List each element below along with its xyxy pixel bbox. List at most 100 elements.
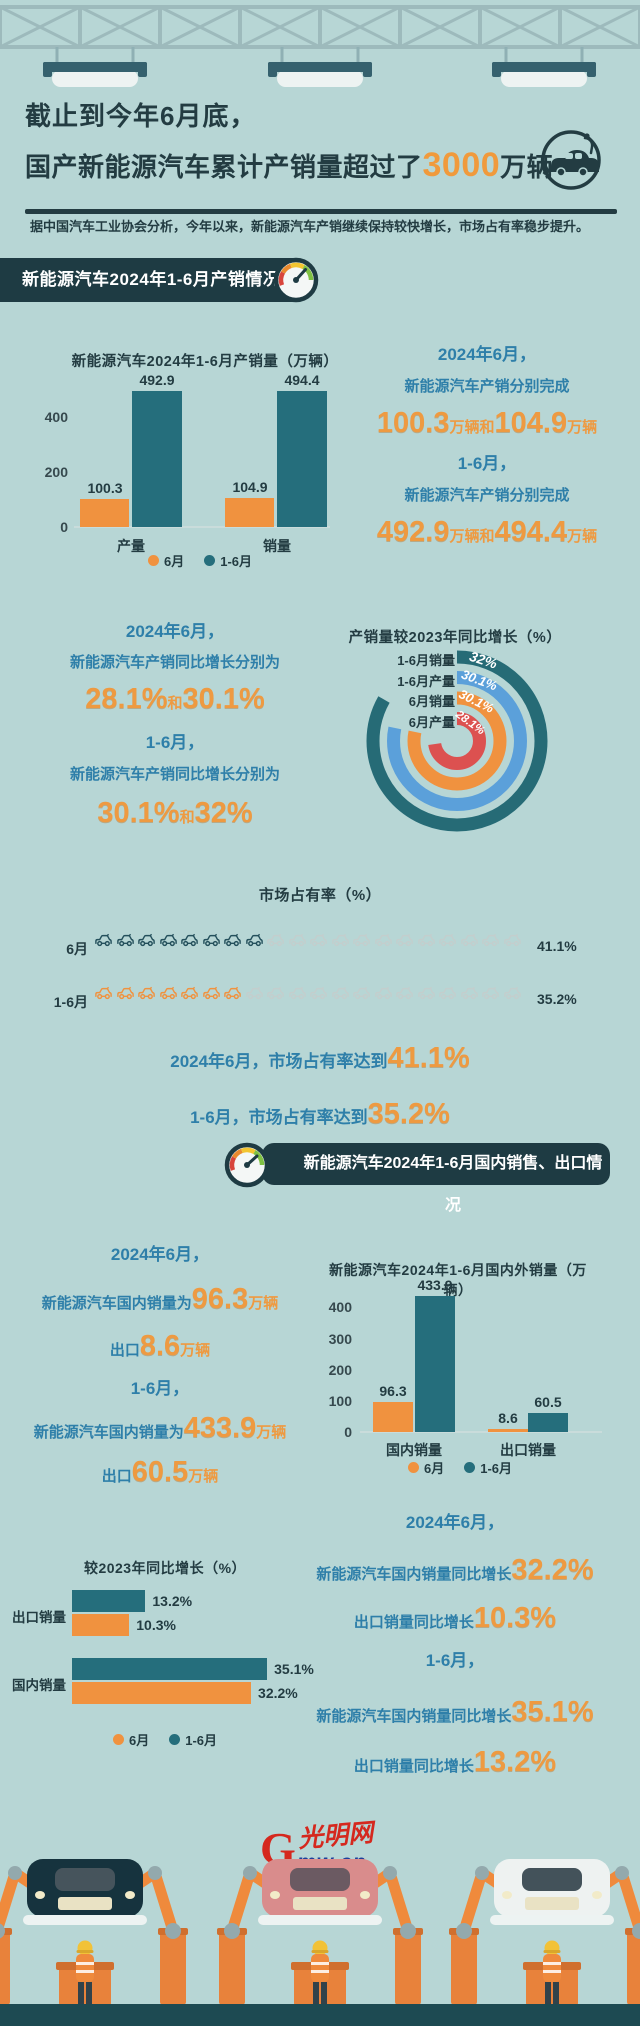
bar-june-production — [80, 499, 129, 527]
stat-line: 出口销量同比增长10.3% — [295, 1600, 615, 1636]
stat-conj: 和 — [167, 695, 183, 712]
gauge-icon — [224, 1142, 270, 1188]
y-tick: 400 — [44, 409, 68, 425]
stat-line: 28.1%和30.1% — [20, 681, 330, 717]
car-icon — [202, 933, 220, 947]
stat-value: 13.2% — [473, 1746, 557, 1778]
car-icons-row-cumulative — [94, 985, 532, 1001]
legend-dot-cumulative — [204, 555, 216, 566]
category-label: 出口销量 — [12, 1610, 66, 1625]
bar-cumulative-domestic — [415, 1296, 455, 1432]
car-icon — [331, 986, 349, 1000]
stat-text: 新能源汽车国内销量为 — [33, 1424, 184, 1441]
stat-line: 2024年6月， — [125, 622, 225, 641]
bar-value: 96.3 — [379, 1382, 407, 1399]
stat-value: 32% — [194, 797, 253, 829]
stat-line: 2024年6月， — [110, 1245, 210, 1264]
stat-value: 100.3 — [376, 407, 450, 439]
hbar-june-export — [72, 1614, 130, 1636]
hbar-cumulative-export — [72, 1590, 146, 1612]
assembly-station-2 — [217, 1859, 423, 2006]
stat-unit: 万辆 — [180, 1342, 211, 1359]
stat-unit: 万辆 — [449, 528, 480, 545]
bar-value: 100.3 — [87, 480, 123, 497]
car-icon — [202, 986, 220, 1000]
section2-banner: 新能源汽车2024年1-6月国内销售、出口情况 — [262, 1143, 610, 1214]
car-icon — [245, 933, 263, 947]
ring-label: 6月产量 — [408, 715, 455, 730]
car-icon — [159, 986, 177, 1000]
y-tick: 300 — [328, 1331, 352, 1347]
legend-label: 1-6月 — [480, 1461, 513, 1476]
pictogram-row-label: 1-6月 — [53, 994, 88, 1010]
subtitle: 据中国汽车工业协会分析，今年以来，新能源汽车产销继续保持较快增长，市场占有率稳步… — [30, 219, 590, 234]
chart-legend: 6月 1-6月 — [60, 1730, 270, 1749]
truss-bridge-decoration — [0, 5, 640, 87]
assembly-station-1 — [0, 1859, 188, 2006]
hbar-value: 13.2% — [152, 1593, 193, 1609]
stat-value: 30.1% — [182, 683, 265, 715]
pictogram-row-value: 41.1% — [537, 938, 577, 954]
car-icon — [224, 933, 241, 947]
legend-dot-cumulative — [464, 1462, 476, 1473]
stat-line: 出口60.5万辆 — [10, 1454, 310, 1490]
car-icon — [288, 986, 306, 1000]
car-icon — [353, 986, 370, 1000]
car-icon — [181, 933, 198, 947]
car-icon — [181, 986, 198, 1000]
stat-unit: 万辆 — [248, 1295, 279, 1312]
category-label: 销量 — [263, 538, 291, 554]
car-icon — [374, 933, 392, 947]
stat-line: 1-6月， — [457, 454, 517, 473]
stat-text: 2024年6月，市场占有率达到 — [170, 1052, 388, 1071]
car-icon — [353, 933, 370, 947]
stat-text: 出口 — [101, 1468, 132, 1485]
car-icon — [310, 933, 327, 947]
bar-value: 494.4 — [284, 372, 320, 389]
legend-label: 6月 — [163, 554, 185, 569]
car-icon — [95, 933, 112, 947]
chart-title: 产销量较2023年同比增长（%） — [348, 630, 562, 646]
bar-cumulative-export — [528, 1413, 568, 1432]
car-icon — [482, 986, 499, 1000]
page-title-line2: 国产新能源汽车累计产销量超过了3000万辆 — [25, 146, 553, 185]
stat-line: 新能源汽车国内销量为433.9万辆 — [5, 1410, 315, 1446]
stat-value: 494.4 — [494, 516, 568, 548]
legend-dot-cumulative — [169, 1734, 181, 1745]
stat-unit: 万辆 — [449, 419, 480, 436]
car-icon — [460, 986, 478, 1000]
legend-dot-june — [112, 1734, 124, 1745]
stat-conj: 和 — [479, 419, 495, 436]
car-icon — [224, 986, 241, 1000]
stat-value: 433.9 — [183, 1412, 257, 1444]
stat-text: 出口 — [109, 1342, 140, 1359]
legend-label: 6月 — [128, 1733, 150, 1748]
stat-text: 新能源汽车国内销量为 — [41, 1295, 192, 1312]
section1-banner: 新能源汽车2024年1-6月产销情况 — [0, 258, 306, 302]
title-highlight-number: 3000 — [422, 146, 501, 184]
stat-unit: 万辆 — [188, 1468, 219, 1485]
bar-cumulative-sales — [277, 391, 327, 527]
car-icons-row-june — [94, 932, 532, 948]
car-icon — [138, 986, 155, 1000]
stat-value: 96.3 — [191, 1283, 249, 1315]
ring-june-production — [428, 712, 486, 770]
stat-text: 出口销量同比增长 — [353, 1758, 474, 1775]
stat-line: 30.1%和32% — [20, 795, 330, 831]
header-divider — [25, 209, 617, 214]
hbar-value: 32.2% — [258, 1685, 298, 1701]
car-icon — [503, 933, 521, 947]
stat-value: 28.1% — [85, 683, 168, 715]
gauge-icon — [273, 257, 319, 303]
car-icon — [267, 933, 284, 947]
legend-dot-june — [407, 1462, 419, 1473]
page-title-line1: 截止到今年6月底， — [25, 101, 257, 131]
x-axis — [74, 526, 330, 528]
stat-value: 32.2% — [511, 1554, 594, 1586]
car-icon — [310, 986, 327, 1000]
car-icon — [267, 986, 284, 1000]
chart-legend: 6月 1-6月 — [60, 551, 340, 570]
stat-unit: 万辆 — [567, 419, 598, 436]
stat-line: 新能源汽车产销同比增长分别为 — [69, 654, 280, 671]
